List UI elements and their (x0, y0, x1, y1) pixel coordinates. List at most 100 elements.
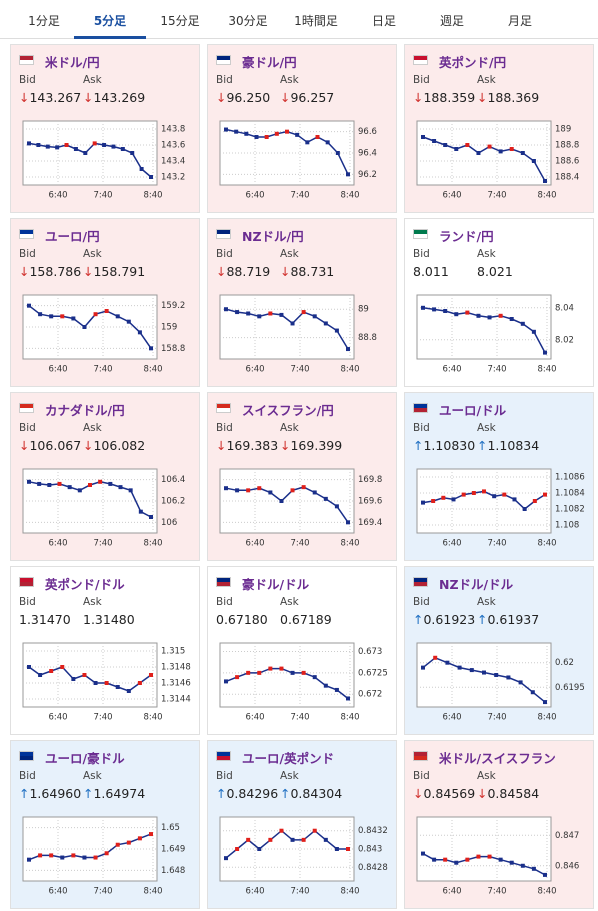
rate-card[interactable]: NZドル/円 Bid Ask ↓88.719 ↓88.731 88.8 89 6:40 7:40… (207, 218, 397, 387)
candle (301, 485, 306, 490)
rate-card[interactable]: 英ポンド/円 Bid Ask ↓188.359 ↓188.369 188.4 188.6 18… (404, 44, 594, 213)
candle (290, 488, 295, 493)
candle (149, 515, 153, 519)
candle (301, 837, 306, 842)
candle (346, 520, 350, 525)
bid-price: 1.31470 (19, 612, 71, 627)
x-tick-label: 6:40 (48, 713, 67, 723)
plot-frame (22, 642, 158, 708)
bid-value: ↑1.10830 (413, 438, 475, 453)
candle (457, 665, 462, 670)
tab[interactable]: 月足 (507, 14, 533, 28)
pair-title[interactable]: 豪ドル/ドル (242, 577, 310, 592)
tab[interactable]: 週足 (439, 14, 465, 28)
x-tick-label: 7:40 (290, 539, 309, 549)
pair-title[interactable]: ランド/円 (439, 229, 494, 244)
candle (73, 147, 78, 151)
x-tick-label: 6:40 (245, 365, 264, 375)
tab[interactable]: 30分足 (228, 14, 268, 28)
mini-chart: 1.648 1.649 1.65 6:40 7:40 8:40 (22, 816, 185, 897)
pair-title[interactable]: ユーロ/豪ドル (45, 751, 125, 766)
plot-frame (416, 642, 552, 708)
candle (257, 314, 262, 319)
ask-label: Ask (83, 596, 102, 608)
y-tick-label: 8.02 (555, 335, 574, 345)
rate-card[interactable]: 豪ドル/円 Bid Ask ↓96.250 ↓96.257 96.2 96.4 96.6 6:4… (207, 44, 397, 213)
rate-card[interactable]: ユーロ/英ポンド Bid Ask ↑0.84296 ↑0.84304 0.8428 0.84… (207, 740, 397, 909)
y-tick-label: 1.649 (161, 845, 185, 855)
candle (60, 314, 65, 319)
mini-chart: 1.3144 1.3146 1.3148 1.315 6:40 7:40 8:40 (22, 642, 191, 723)
candle (224, 307, 228, 312)
candle (257, 486, 262, 491)
pair-title[interactable]: ユーロ/英ポンド (242, 751, 335, 766)
change-arrow: ↑ (83, 786, 94, 801)
ask-label: Ask (83, 422, 102, 434)
candle (543, 700, 547, 705)
tab[interactable]: 1時間足 (294, 14, 338, 28)
candle (235, 675, 240, 680)
candle (522, 507, 527, 511)
x-tick-label: 8:40 (340, 365, 359, 375)
tab[interactable]: 5分足 (93, 14, 127, 28)
rate-card[interactable]: 英ポンド/ドル Bid Ask 1.31470 1.31480 1.3144 1.3146 1… (10, 566, 200, 735)
x-tick-label: 7:40 (93, 365, 112, 375)
plot-frame (416, 816, 552, 882)
pair-title[interactable]: 豪ドル/円 (242, 55, 297, 70)
x-tick-label: 7:40 (93, 713, 112, 723)
flag (19, 403, 34, 413)
x-tick-label: 7:40 (93, 539, 112, 549)
pair-title[interactable]: NZドル/ドル (439, 577, 514, 592)
candle (224, 127, 228, 132)
ask-value: ↑1.10834 (477, 438, 539, 453)
candle (246, 488, 251, 493)
x-tick-label: 6:40 (48, 191, 67, 201)
pair-title[interactable]: 米ドル/円 (45, 55, 100, 70)
candle (498, 313, 503, 318)
pair-title[interactable]: NZドル/円 (242, 229, 304, 244)
rate-card[interactable]: NZドル/ドル Bid Ask ↑0.61923 ↑0.61937 0.6195 0.62 6… (404, 566, 594, 735)
rate-card[interactable]: 米ドル/円 Bid Ask ↓143.267 ↓143.269 143.2 143.4 143… (10, 44, 200, 213)
bid-label: Bid (216, 770, 233, 782)
rate-card[interactable]: カナダドル/円 Bid Ask ↓106.067 ↓106.082 106 106.2 106… (10, 392, 200, 561)
pair-title[interactable]: ユーロ/円 (45, 229, 100, 244)
flag (413, 751, 428, 761)
ask-price: 1.64974 (93, 786, 146, 801)
tab[interactable]: 日足 (371, 14, 397, 28)
rate-card[interactable]: スイスフラン/円 Bid Ask ↓169.383 ↓169.399 169.4 169.6… (207, 392, 397, 561)
bid-price: 143.267 (29, 90, 82, 105)
pair-title[interactable]: ユーロ/ドル (439, 403, 507, 418)
candle (465, 143, 470, 147)
pair-title[interactable]: 英ポンド/ドル (45, 577, 125, 592)
change-arrow: ↓ (413, 90, 424, 105)
candle (102, 143, 107, 147)
change-arrow: ↑ (413, 438, 424, 453)
x-tick-label: 7:40 (93, 887, 112, 897)
x-tick-label: 8:40 (537, 887, 556, 897)
pair-title[interactable]: カナダドル/円 (45, 403, 125, 418)
rate-card[interactable]: 米ドル/スイスフラン Bid Ask ↓0.84569 ↓0.84584 0.846 0.8… (404, 740, 594, 909)
rate-card[interactable]: ユーロ/ドル Bid Ask ↑1.10830 ↑1.10834 1.108 1.1082 1… (404, 392, 594, 561)
candle (279, 666, 284, 671)
bid-price: 1.10830 (423, 438, 476, 453)
candle (149, 832, 153, 837)
pair-title[interactable]: 米ドル/スイスフラン (439, 751, 556, 766)
y-tick-label: 1.108 (555, 521, 579, 531)
candle (290, 837, 295, 842)
bid-value: ↓96.250 (216, 90, 270, 105)
timeframe-tabs: 1分足 5分足 15分足 30分足 1時間足 日足 週足 月足 (0, 0, 598, 39)
tab[interactable]: 15分足 (160, 14, 200, 28)
rate-card[interactable]: ユーロ/円 Bid Ask ↓158.786 ↓158.791 158.8 159 159.2… (10, 218, 200, 387)
candle (520, 863, 525, 868)
rate-card[interactable]: ランド/円 Bid Ask 8.011 8.021 8.02 8.04 6:40 7:40 8:4… (404, 218, 594, 387)
pair-title[interactable]: スイスフラン/円 (242, 403, 334, 418)
candle (465, 310, 470, 315)
y-tick-label: 169.4 (358, 518, 382, 528)
rate-card[interactable]: 豪ドル/ドル Bid Ask 0.67180 0.67189 0.672 0.6725 0.6… (207, 566, 397, 735)
rate-card[interactable]: ユーロ/豪ドル Bid Ask ↑1.64960 ↑1.64974 1.648 1.649 1… (10, 740, 200, 909)
tab[interactable]: 1分足 (28, 14, 60, 28)
candle (149, 673, 153, 677)
candle (83, 151, 88, 155)
pair-title[interactable]: 英ポンド/円 (439, 55, 507, 70)
x-tick-label: 8:40 (340, 887, 359, 897)
